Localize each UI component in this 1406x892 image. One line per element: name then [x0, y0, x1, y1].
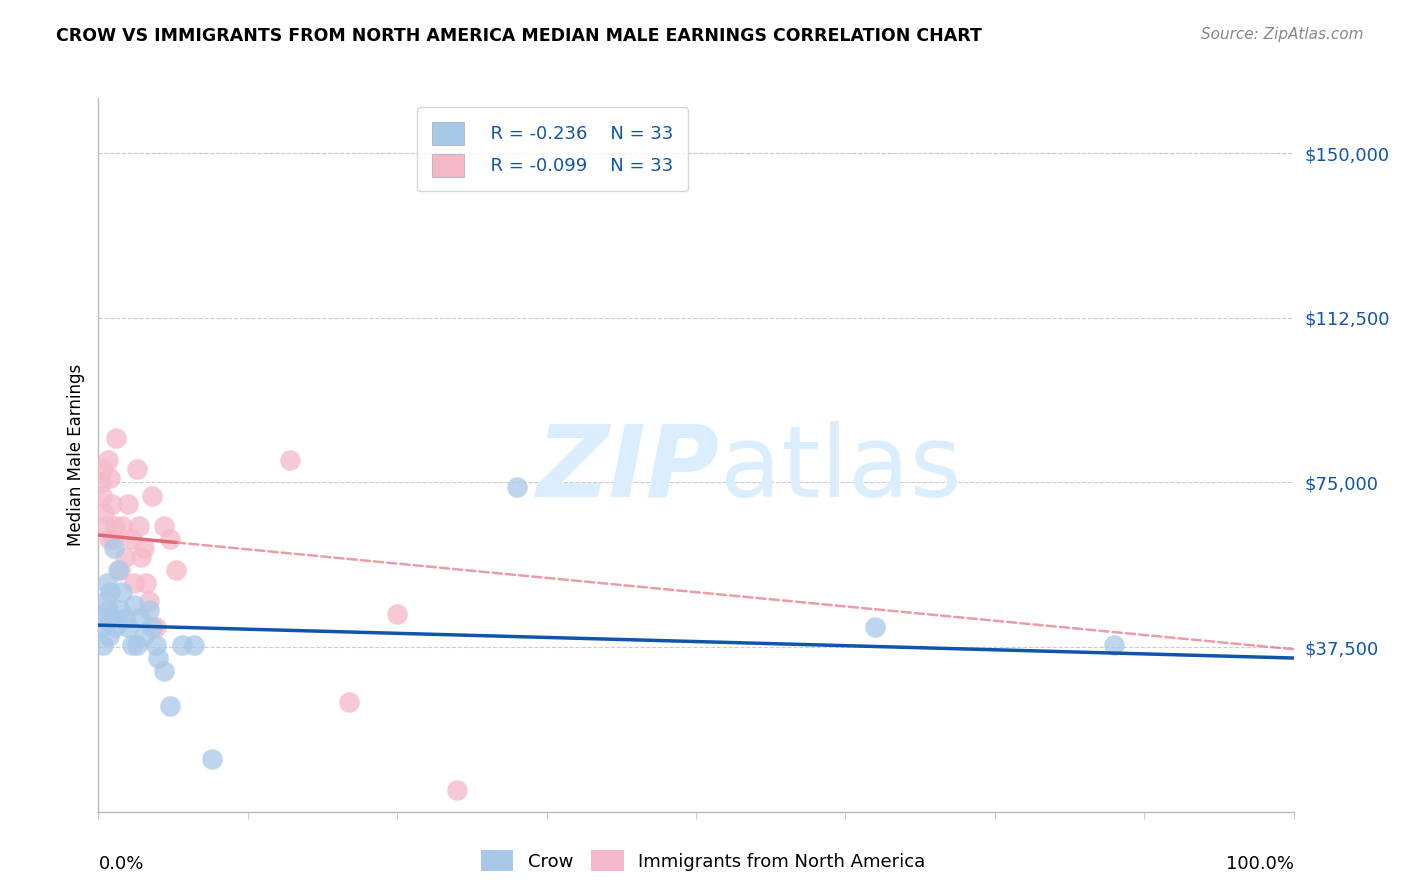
Point [98, 629, 121, 643]
Point [111, 585, 134, 599]
Point [138, 594, 160, 608]
Point [129, 611, 152, 625]
Point [91, 489, 114, 503]
Point [159, 699, 181, 714]
Point [98, 533, 121, 547]
Point [159, 533, 181, 547]
Point [339, 695, 361, 709]
Point [117, 497, 139, 511]
Y-axis label: Median Male Earnings: Median Male Earnings [66, 364, 84, 546]
Text: ZIP: ZIP [537, 421, 720, 517]
Point [201, 752, 224, 766]
Point [96, 576, 118, 591]
Point [446, 782, 468, 797]
Point [1104, 638, 1126, 652]
Point [104, 519, 127, 533]
Point [145, 638, 167, 652]
Point [141, 489, 163, 503]
Point [125, 638, 148, 652]
Point [100, 497, 122, 511]
Point [125, 462, 148, 476]
Text: CROW VS IMMIGRANTS FROM NORTH AMERICA MEDIAN MALE EARNINGS CORRELATION CHART: CROW VS IMMIGRANTS FROM NORTH AMERICA ME… [56, 27, 983, 45]
Point [183, 638, 205, 652]
Point [101, 611, 124, 625]
Point [108, 563, 131, 577]
Point [278, 453, 301, 467]
Point [117, 620, 139, 634]
Point [138, 603, 160, 617]
Point [121, 638, 143, 652]
Point [98, 471, 122, 485]
Point [91, 620, 114, 634]
Point [121, 533, 143, 547]
Legend: Crow, Immigrants from North America: Crow, Immigrants from North America [474, 843, 932, 879]
Text: 100.0%: 100.0% [1226, 855, 1294, 872]
Point [111, 519, 134, 533]
Point [506, 480, 529, 494]
Point [865, 620, 887, 634]
Legend:   R = -0.236    N = 33,   R = -0.099    N = 33: R = -0.236 N = 33, R = -0.099 N = 33 [418, 107, 688, 192]
Point [108, 603, 131, 617]
Point [124, 576, 146, 591]
Point [132, 629, 155, 643]
Point [90, 475, 112, 490]
Point [135, 576, 157, 591]
Point [141, 620, 163, 634]
Text: atlas: atlas [720, 421, 962, 517]
Point [91, 638, 114, 652]
Point [97, 603, 120, 617]
Point [165, 563, 187, 577]
Point [97, 453, 120, 467]
Point [153, 519, 176, 533]
Point [114, 549, 136, 564]
Text: 0.0%: 0.0% [98, 855, 143, 872]
Point [103, 541, 125, 556]
Point [124, 599, 146, 613]
Point [128, 519, 150, 533]
Text: Source: ZipAtlas.com: Source: ZipAtlas.com [1201, 27, 1364, 42]
Point [385, 607, 409, 621]
Point [94, 594, 117, 608]
Point [94, 519, 117, 533]
Point [105, 432, 128, 446]
Point [132, 541, 155, 556]
Point [93, 506, 115, 520]
Point [131, 549, 153, 564]
Point [114, 611, 136, 625]
Point [148, 651, 170, 665]
Point [90, 611, 112, 625]
Point [153, 664, 176, 678]
Point [107, 563, 129, 577]
Point [98, 585, 122, 599]
Point [104, 620, 127, 634]
Point [91, 462, 114, 476]
Point [101, 533, 124, 547]
Point [172, 638, 194, 652]
Point [145, 620, 167, 634]
